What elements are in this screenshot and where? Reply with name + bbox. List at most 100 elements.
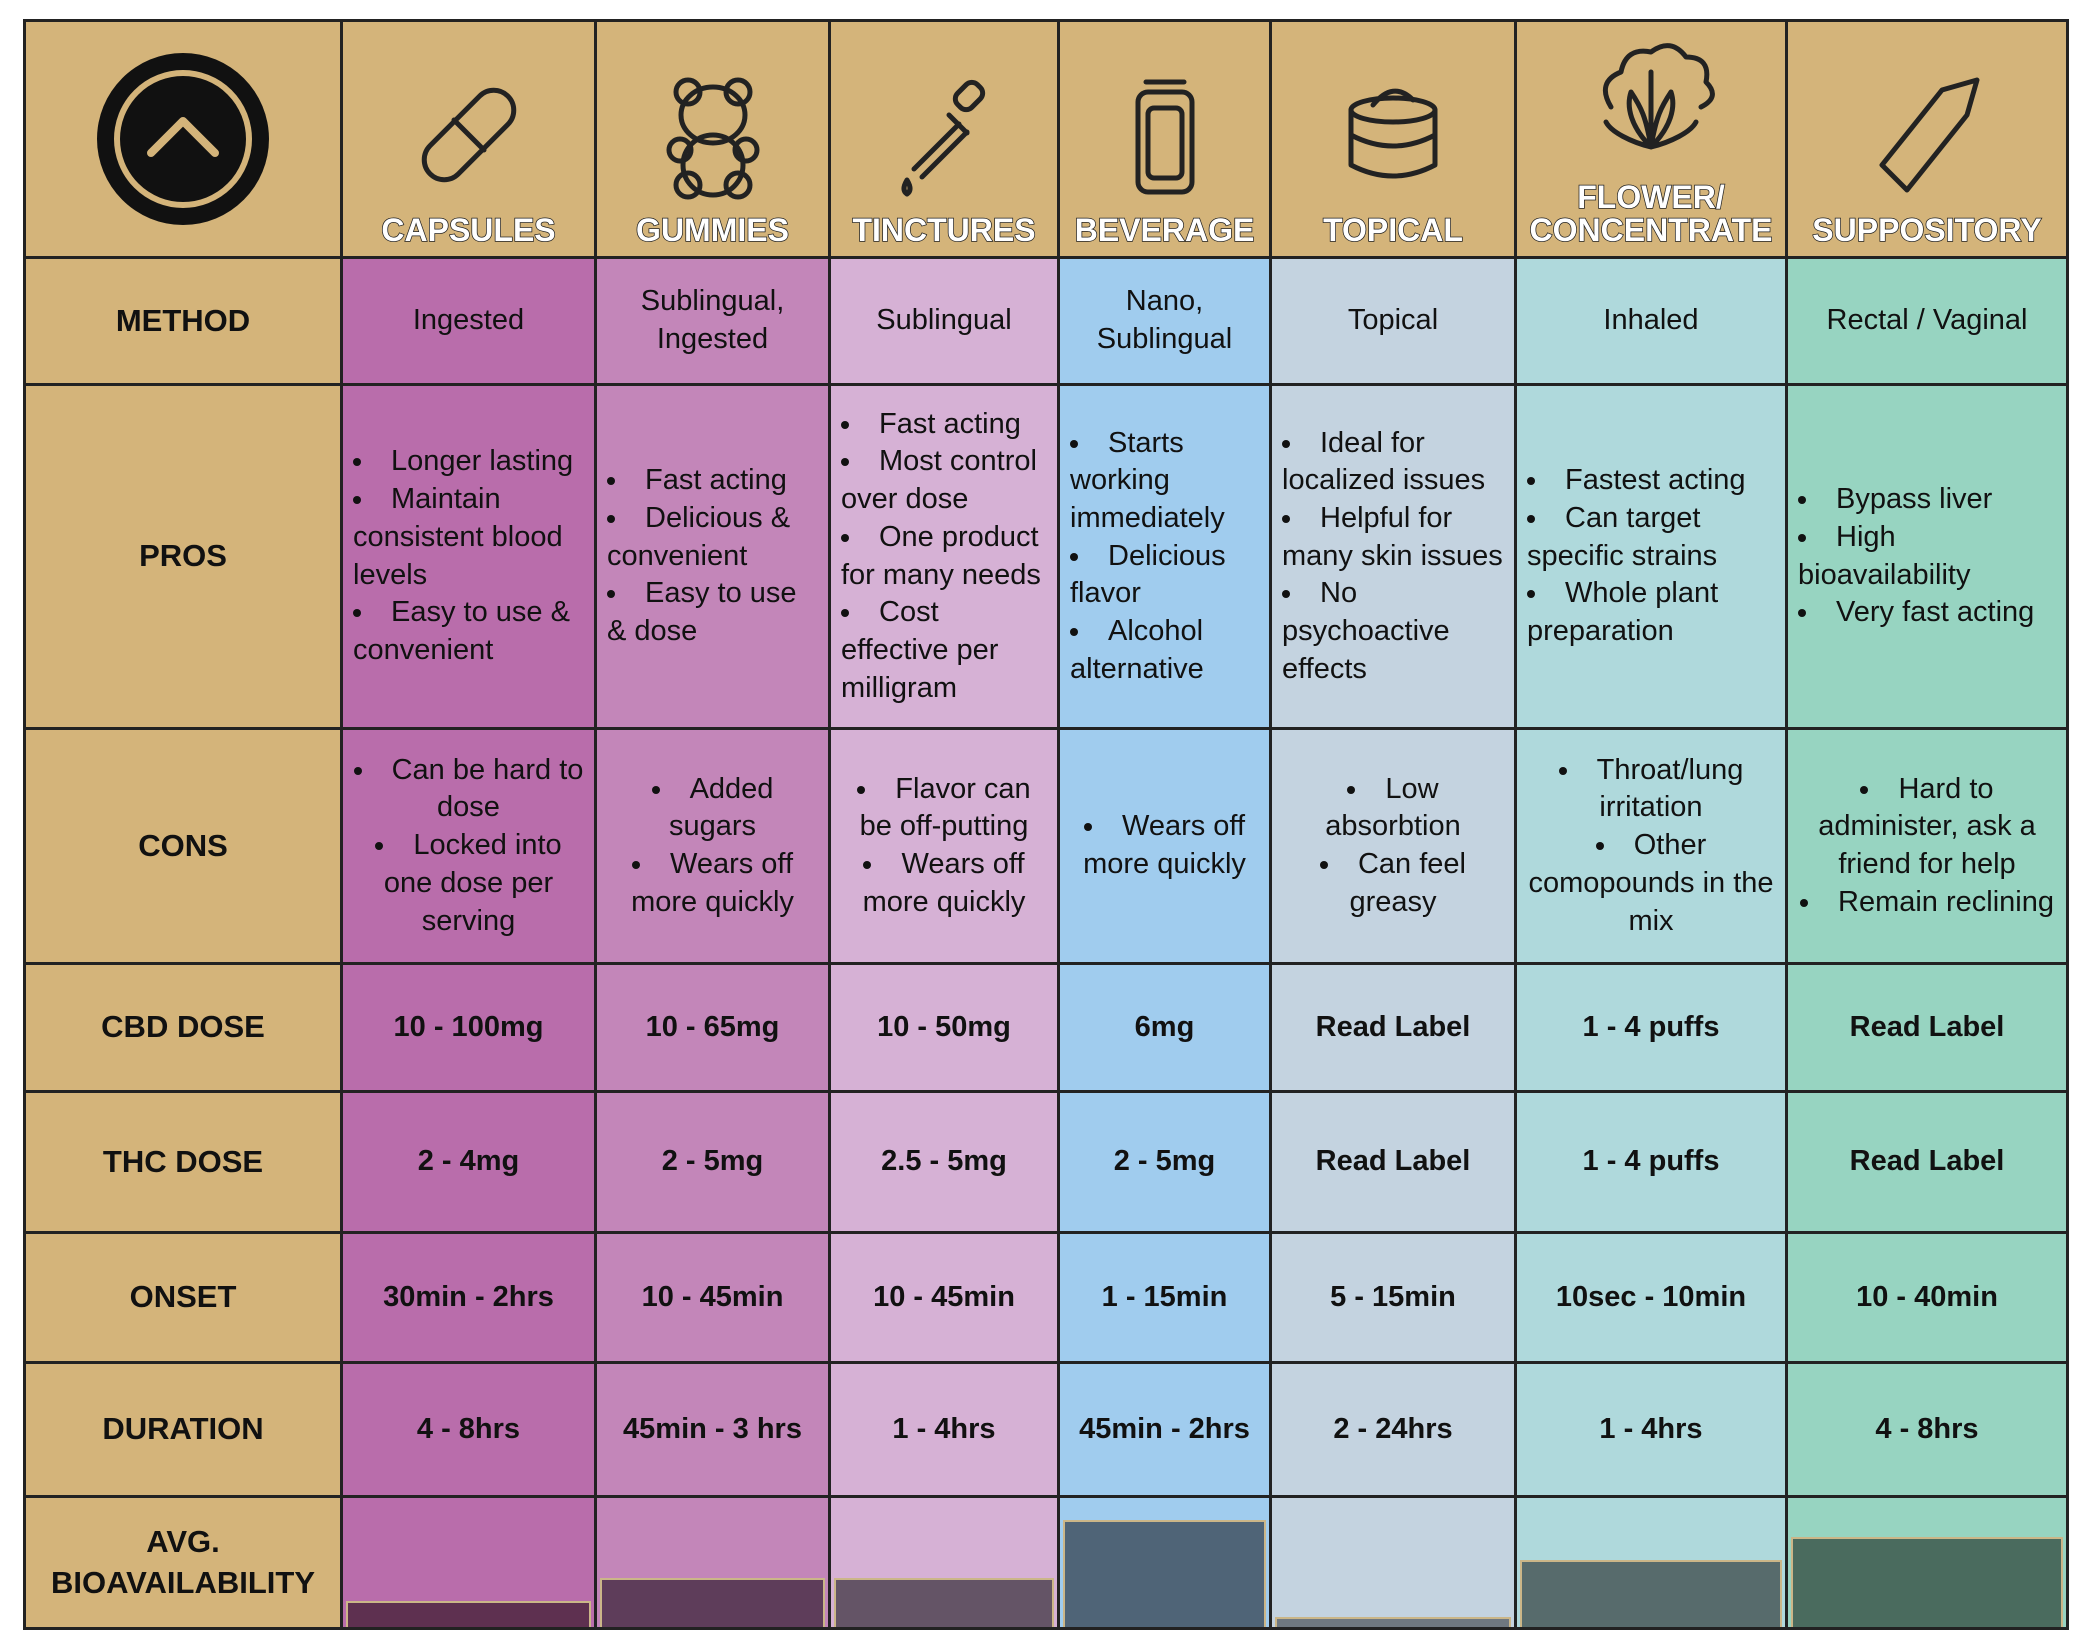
cbd_dose-cell: Read Label	[1272, 965, 1514, 1090]
duration-cell: 2 - 24hrs	[1272, 1364, 1514, 1495]
bioavailability-cell	[343, 1498, 594, 1627]
pros-cell: Fast actingMost control over doseOne pro…	[831, 386, 1057, 727]
pros-item: Maintain consistent blood levels	[353, 481, 584, 594]
cons-item: Can feel greasy	[1282, 846, 1504, 921]
column-name: CAPSULES	[381, 212, 557, 249]
cbd_dose-cell: 10 - 65mg	[597, 965, 828, 1090]
bioavailability-bar	[1520, 1559, 1782, 1627]
pros-item: Can target specific strains	[1527, 500, 1775, 575]
cons-cell: Wears off more quickly	[1060, 730, 1269, 962]
pros-item: Fast acting	[607, 462, 818, 500]
pros-item: Easy to use & convenient	[353, 594, 584, 669]
bioavailability-bar	[1791, 1536, 2063, 1627]
pros-list: Fast actingDelicious & convenientEasy to…	[607, 462, 818, 650]
pros-item: Starts working immediately	[1070, 425, 1259, 538]
row-label: THC DOSE	[26, 1093, 340, 1231]
cons-list: Throat/lung irritationOther comopounds i…	[1527, 752, 1775, 940]
row-label: PROS	[26, 386, 340, 727]
pros-cell: Longer lastingMaintain consistent blood …	[343, 386, 594, 727]
pros-cell: Bypass liverHigh bioavailabilityVery fas…	[1788, 386, 2066, 727]
cons-item: Locked into one dose per serving	[353, 827, 584, 940]
cons-item: Flavor can be off-putting	[841, 771, 1047, 846]
column-name: TOPICAL	[1322, 212, 1463, 249]
cons-cell: Throat/lung irritationOther comopounds i…	[1517, 730, 1785, 962]
column-header: CAPSULES	[343, 22, 594, 256]
pros-item: Helpful for many skin issues	[1282, 500, 1504, 575]
bioavailability-bar	[834, 1577, 1054, 1627]
pros-item: Fast acting	[841, 406, 1047, 444]
bioavailability-cell	[1517, 1498, 1785, 1627]
cbd_dose-cell: Read Label	[1788, 965, 2066, 1090]
column-header: FLOWER/ CONCENTRATE	[1517, 22, 1785, 256]
cbd_dose-cell: 10 - 50mg	[831, 965, 1057, 1090]
bioavailability-bar	[346, 1601, 591, 1627]
bioavailability-cell	[1060, 1498, 1269, 1627]
bioavailability-bar	[1063, 1519, 1266, 1627]
logo-cell	[26, 22, 340, 256]
pros-item: Longer lasting	[353, 443, 584, 481]
cons-item: Remain reclining	[1798, 884, 2056, 922]
method-cell: Ingested	[343, 259, 594, 383]
cons-list: Hard to administer, ask a friend for hel…	[1798, 771, 2056, 922]
cons-item: Wears off more quickly	[1070, 808, 1259, 883]
cbd_dose-cell: 1 - 4 puffs	[1517, 965, 1785, 1090]
method-cell: Topical	[1272, 259, 1514, 383]
method-cell: Sublingual, Ingested	[597, 259, 828, 383]
cons-item: Wears off more quickly	[607, 846, 818, 921]
column-header: GUMMIES	[597, 22, 828, 256]
duration-cell: 45min - 2hrs	[1060, 1364, 1269, 1495]
column-name: FLOWER/ CONCENTRATE	[1529, 178, 1773, 249]
cons-cell: Low absorbtionCan feel greasy	[1272, 730, 1514, 962]
pros-list: Fastest actingCan target specific strain…	[1527, 462, 1775, 650]
cons-cell: Added sugarsWears off more quickly	[597, 730, 828, 962]
pros-item: Most control over dose	[841, 443, 1047, 518]
cbd_dose-cell: 10 - 100mg	[343, 965, 594, 1090]
cons-item: Low absorbtion	[1282, 771, 1504, 846]
pros-item: Alcohol alternative	[1070, 613, 1259, 688]
method-cell: Nano, Sublingual	[1060, 259, 1269, 383]
pros-cell: Fast actingDelicious & convenientEasy to…	[597, 386, 828, 727]
column-icon	[1879, 77, 1980, 193]
pros-item: Delicious flavor	[1070, 538, 1259, 613]
pros-list: Bypass liverHigh bioavailabilityVery fas…	[1798, 481, 2056, 632]
pros-cell: Fastest actingCan target specific strain…	[1517, 386, 1785, 727]
bioavailability-cell	[1788, 1498, 2066, 1627]
duration-cell: 1 - 4hrs	[831, 1364, 1057, 1495]
cons-item: Wears off more quickly	[841, 846, 1047, 921]
cons-item: Added sugars	[607, 771, 818, 846]
onset-cell: 10 - 45min	[597, 1234, 828, 1361]
pros-list: Starts working immediatelyDelicious flav…	[1070, 425, 1259, 689]
thc_dose-cell: 2 - 5mg	[597, 1093, 828, 1231]
row-label: AVG. BIOAVAILABILITY	[26, 1498, 340, 1627]
thc_dose-cell: Read Label	[1272, 1093, 1514, 1231]
bioavailability-bar	[600, 1577, 825, 1627]
cons-item: Throat/lung irritation	[1527, 752, 1775, 827]
bioavailability-cell	[831, 1498, 1057, 1627]
onset-cell: 1 - 15min	[1060, 1234, 1269, 1361]
thc_dose-cell: 2 - 4mg	[343, 1093, 594, 1231]
pros-cell: Starts working immediatelyDelicious flav…	[1060, 386, 1269, 727]
onset-cell: 10sec - 10min	[1517, 1234, 1785, 1361]
column-icon	[1602, 42, 1715, 150]
cons-list: Added sugarsWears off more quickly	[607, 771, 818, 922]
cbd_dose-cell: 6mg	[1060, 965, 1269, 1090]
cons-list: Can be hard to doseLocked into one dose …	[353, 752, 584, 940]
bioavailability-cell	[1272, 1498, 1514, 1627]
column-name: GUMMIES	[635, 212, 789, 249]
row-label: DURATION	[26, 1364, 340, 1495]
pros-item: No psychoactive effects	[1282, 575, 1504, 688]
column-header: TOPICAL	[1272, 22, 1514, 256]
duration-cell: 45min - 3 hrs	[597, 1364, 828, 1495]
duration-cell: 4 - 8hrs	[343, 1364, 594, 1495]
thc_dose-cell: 2.5 - 5mg	[831, 1093, 1057, 1231]
pros-item: Easy to use & dose	[607, 575, 818, 650]
thc_dose-cell: Read Label	[1788, 1093, 2066, 1231]
pros-item: Very fast acting	[1798, 594, 2056, 632]
onset-cell: 10 - 45min	[831, 1234, 1057, 1361]
cons-list: Flavor can be off-puttingWears off more …	[841, 771, 1047, 922]
column-icon	[421, 88, 516, 183]
row-label: ONSET	[26, 1234, 340, 1361]
thc_dose-cell: 1 - 4 puffs	[1517, 1093, 1785, 1231]
pros-item: Cost effective per milligram	[841, 594, 1047, 707]
